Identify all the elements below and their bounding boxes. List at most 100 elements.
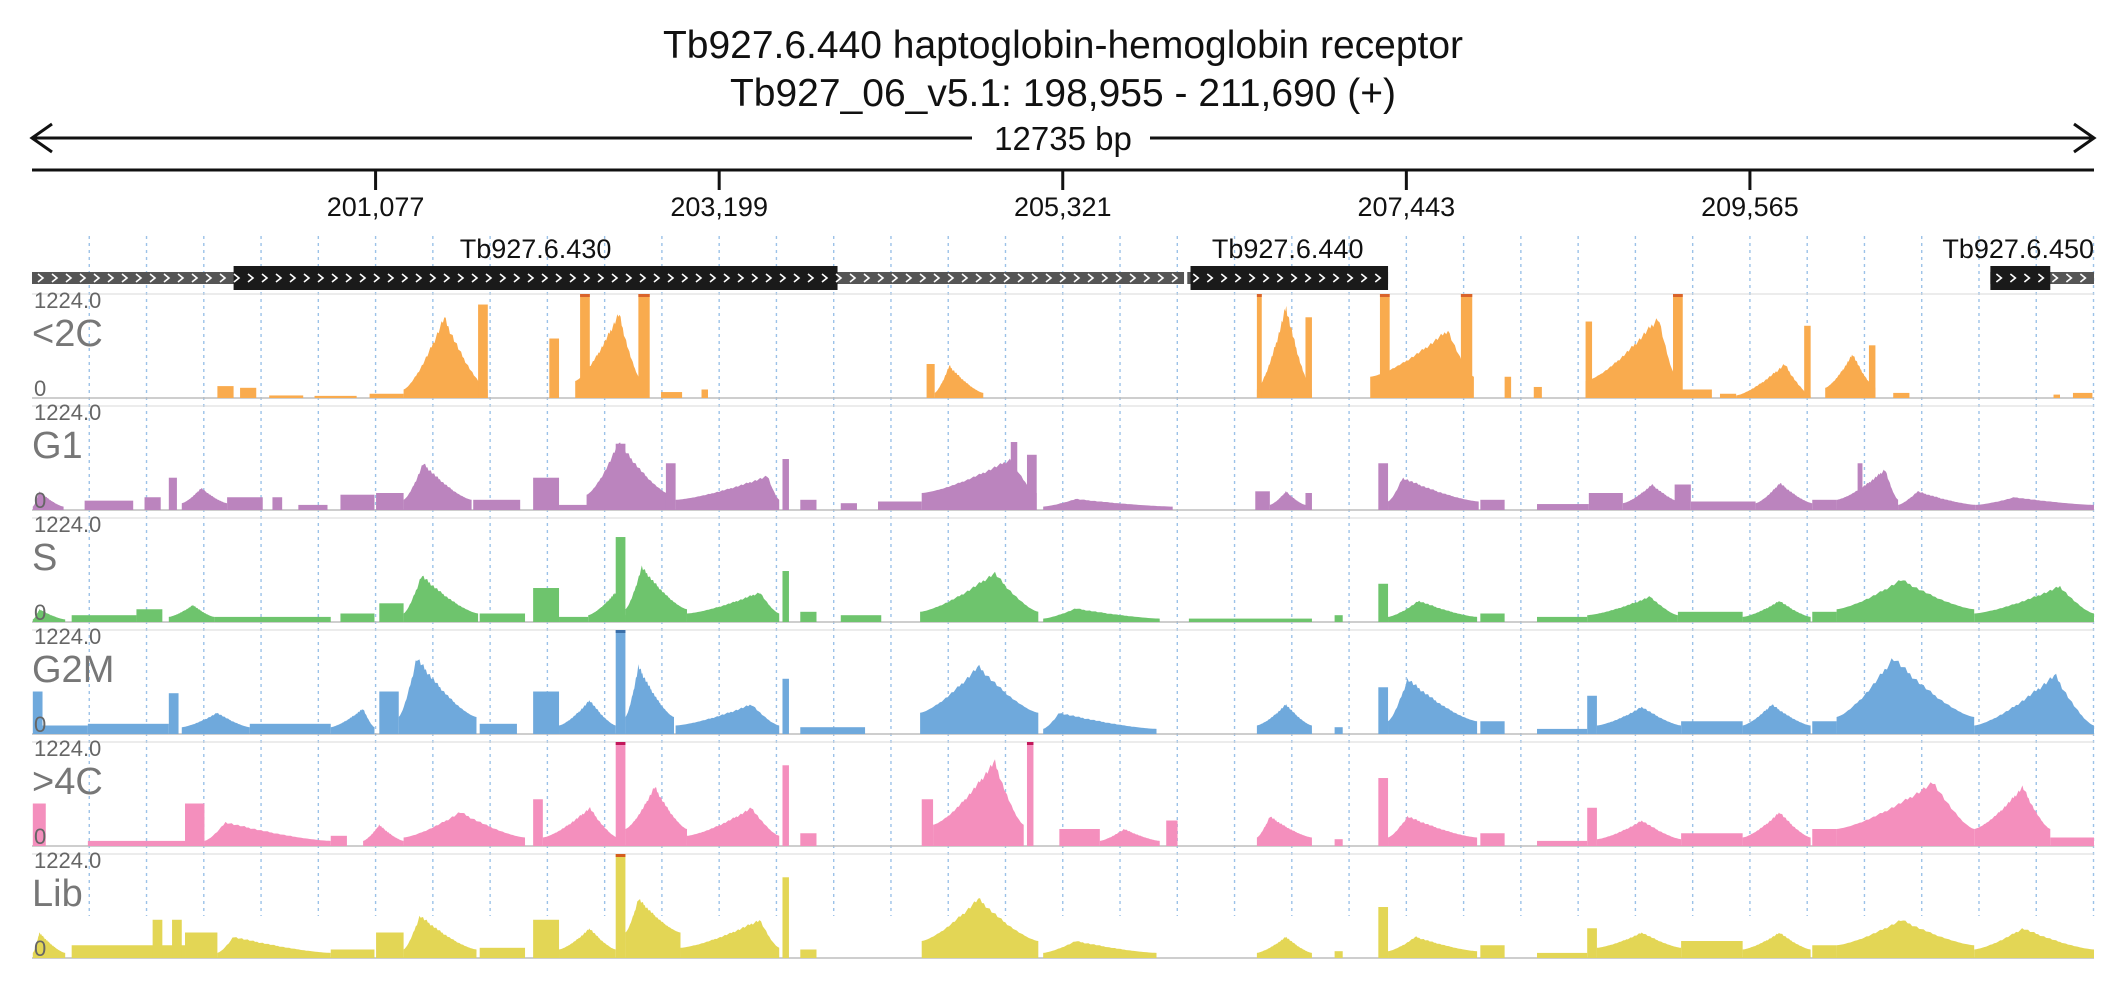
- coverage-area: [1836, 658, 1975, 734]
- coverage-area: [1974, 673, 2094, 734]
- track-ymin-label: 0: [34, 824, 46, 849]
- coverage-bar: [479, 613, 526, 622]
- coverage-area: [1388, 600, 1478, 622]
- coverage-bar: [87, 840, 186, 846]
- strand-chevron-icon: [1234, 273, 1242, 283]
- coverage-bar: [533, 919, 560, 958]
- coverage-bar: [1480, 833, 1505, 846]
- coverage-area: [1043, 941, 1157, 958]
- coverage-bar: [1379, 294, 1390, 398]
- strand-chevron-icon: [1101, 273, 1109, 283]
- coverage-bar: [1305, 317, 1312, 398]
- strand-chevron-icon: [205, 273, 213, 283]
- track-name-label: G1: [32, 425, 83, 467]
- coverage-bar: [1378, 778, 1389, 846]
- coverage-bar: [1812, 721, 1837, 734]
- coverage-tracks: 1224.0<2C01224.0G101224.0S01224.0G2M0122…: [32, 288, 2094, 961]
- coverage-area: [1388, 936, 1478, 958]
- coverage-bar: [71, 615, 137, 622]
- coverage-bar: [580, 294, 590, 398]
- coverage-bar: [376, 932, 404, 958]
- coverage-bar: [533, 588, 560, 622]
- coverage-area: [542, 807, 618, 846]
- coverage-bar: [2053, 394, 2060, 398]
- coverage-bar: [2072, 392, 2093, 398]
- strand-chevron-icon: [541, 273, 549, 283]
- coverage-bar: [1026, 742, 1034, 846]
- coverage-bar: [1537, 504, 1589, 510]
- ruler-tick-label: 205,321: [1014, 192, 1112, 222]
- coverage-bar: [1504, 376, 1512, 398]
- strand-chevron-icon: [331, 273, 339, 283]
- coverage-bar: [926, 364, 935, 398]
- figure-title-line1: Tb927.6.440 haptoglobin-hemoglobin recep…: [663, 24, 1463, 67]
- strand-chevron-icon: [1374, 273, 1382, 283]
- coverage-area: [1099, 828, 1160, 846]
- track-name-label: >4C: [32, 761, 103, 803]
- strand-chevron-icon: [779, 273, 787, 283]
- coverage-bar: [32, 803, 46, 846]
- coverage-bar: [1334, 951, 1343, 958]
- coverage-bar: [369, 393, 404, 398]
- strand-chevron-icon: [639, 273, 647, 283]
- coverage-bar: [782, 678, 789, 734]
- track-ymax-label: 1224.0: [34, 624, 101, 649]
- coverage-bar: [1059, 829, 1100, 846]
- coverage-bar: [1188, 618, 1312, 622]
- coverage-bar: [330, 949, 375, 958]
- track-2C: 1224.0<2C 0: [32, 288, 2094, 401]
- coverage-area: [920, 664, 1039, 734]
- coverage-bar: [2050, 837, 2094, 846]
- coverage-area: [1043, 713, 1157, 734]
- coverage-bar: [71, 945, 186, 958]
- coverage-area: [32, 609, 66, 622]
- strand-chevron-icon: [1220, 273, 1228, 283]
- strand-chevron-icon: [1017, 273, 1025, 283]
- strand-chevron-icon: [359, 273, 367, 283]
- coverage-bar: [84, 500, 134, 510]
- coverage-area: [686, 592, 780, 622]
- strand-chevron-icon: [709, 273, 717, 283]
- coverage-area: [1622, 484, 1683, 510]
- track-name-label: Lib: [32, 873, 83, 915]
- gene-label: Tb927.6.450: [1942, 234, 2094, 264]
- strand-chevron-icon: [51, 273, 59, 283]
- coverage-bar: [240, 387, 257, 398]
- coverage-bar: [782, 571, 789, 622]
- coverage-bar: [1857, 463, 1863, 510]
- coverage-area: [1388, 678, 1478, 734]
- strand-chevron-icon: [793, 273, 801, 283]
- coverage-bar: [840, 615, 882, 622]
- coverage-area: [1596, 820, 1682, 846]
- strand-chevron-icon: [1143, 273, 1151, 283]
- strand-chevron-icon: [499, 273, 507, 283]
- grid-lines: [88, 236, 2095, 916]
- coverage-bar: [638, 294, 650, 398]
- coverage-area: [181, 488, 228, 510]
- strand-chevron-icon: [625, 273, 633, 283]
- coverage-bar: [1681, 721, 1743, 734]
- coverage-bar: [1378, 583, 1389, 622]
- coverage-bar: [1537, 728, 1588, 734]
- coverage-area: [363, 824, 404, 846]
- coverage-bar: [665, 463, 676, 510]
- gene-annotation-track: Tb927.6.430 Tb927.6.440 Tb927.6.450: [32, 234, 2094, 290]
- strand-chevron-icon: [1995, 273, 2003, 283]
- coverage-area: [586, 442, 671, 510]
- strand-chevron-icon: [219, 273, 227, 283]
- strand-chevron-icon: [65, 273, 73, 283]
- coverage-bar: [1537, 616, 1588, 622]
- coverage-bar: [615, 537, 626, 622]
- strand-chevron-icon: [485, 273, 493, 283]
- coverage-bar: [1256, 294, 1262, 398]
- coverage-area: [1742, 932, 1811, 958]
- coverage-bar: [168, 477, 177, 510]
- coverage-bar: [800, 611, 817, 622]
- coverage-bar: [272, 497, 283, 510]
- coverage-bar: [1587, 928, 1597, 958]
- coverage-bar: [1010, 442, 1018, 510]
- coverage-bar: [1812, 611, 1837, 622]
- coverage-bar: [314, 395, 357, 398]
- coverage-area: [625, 565, 687, 622]
